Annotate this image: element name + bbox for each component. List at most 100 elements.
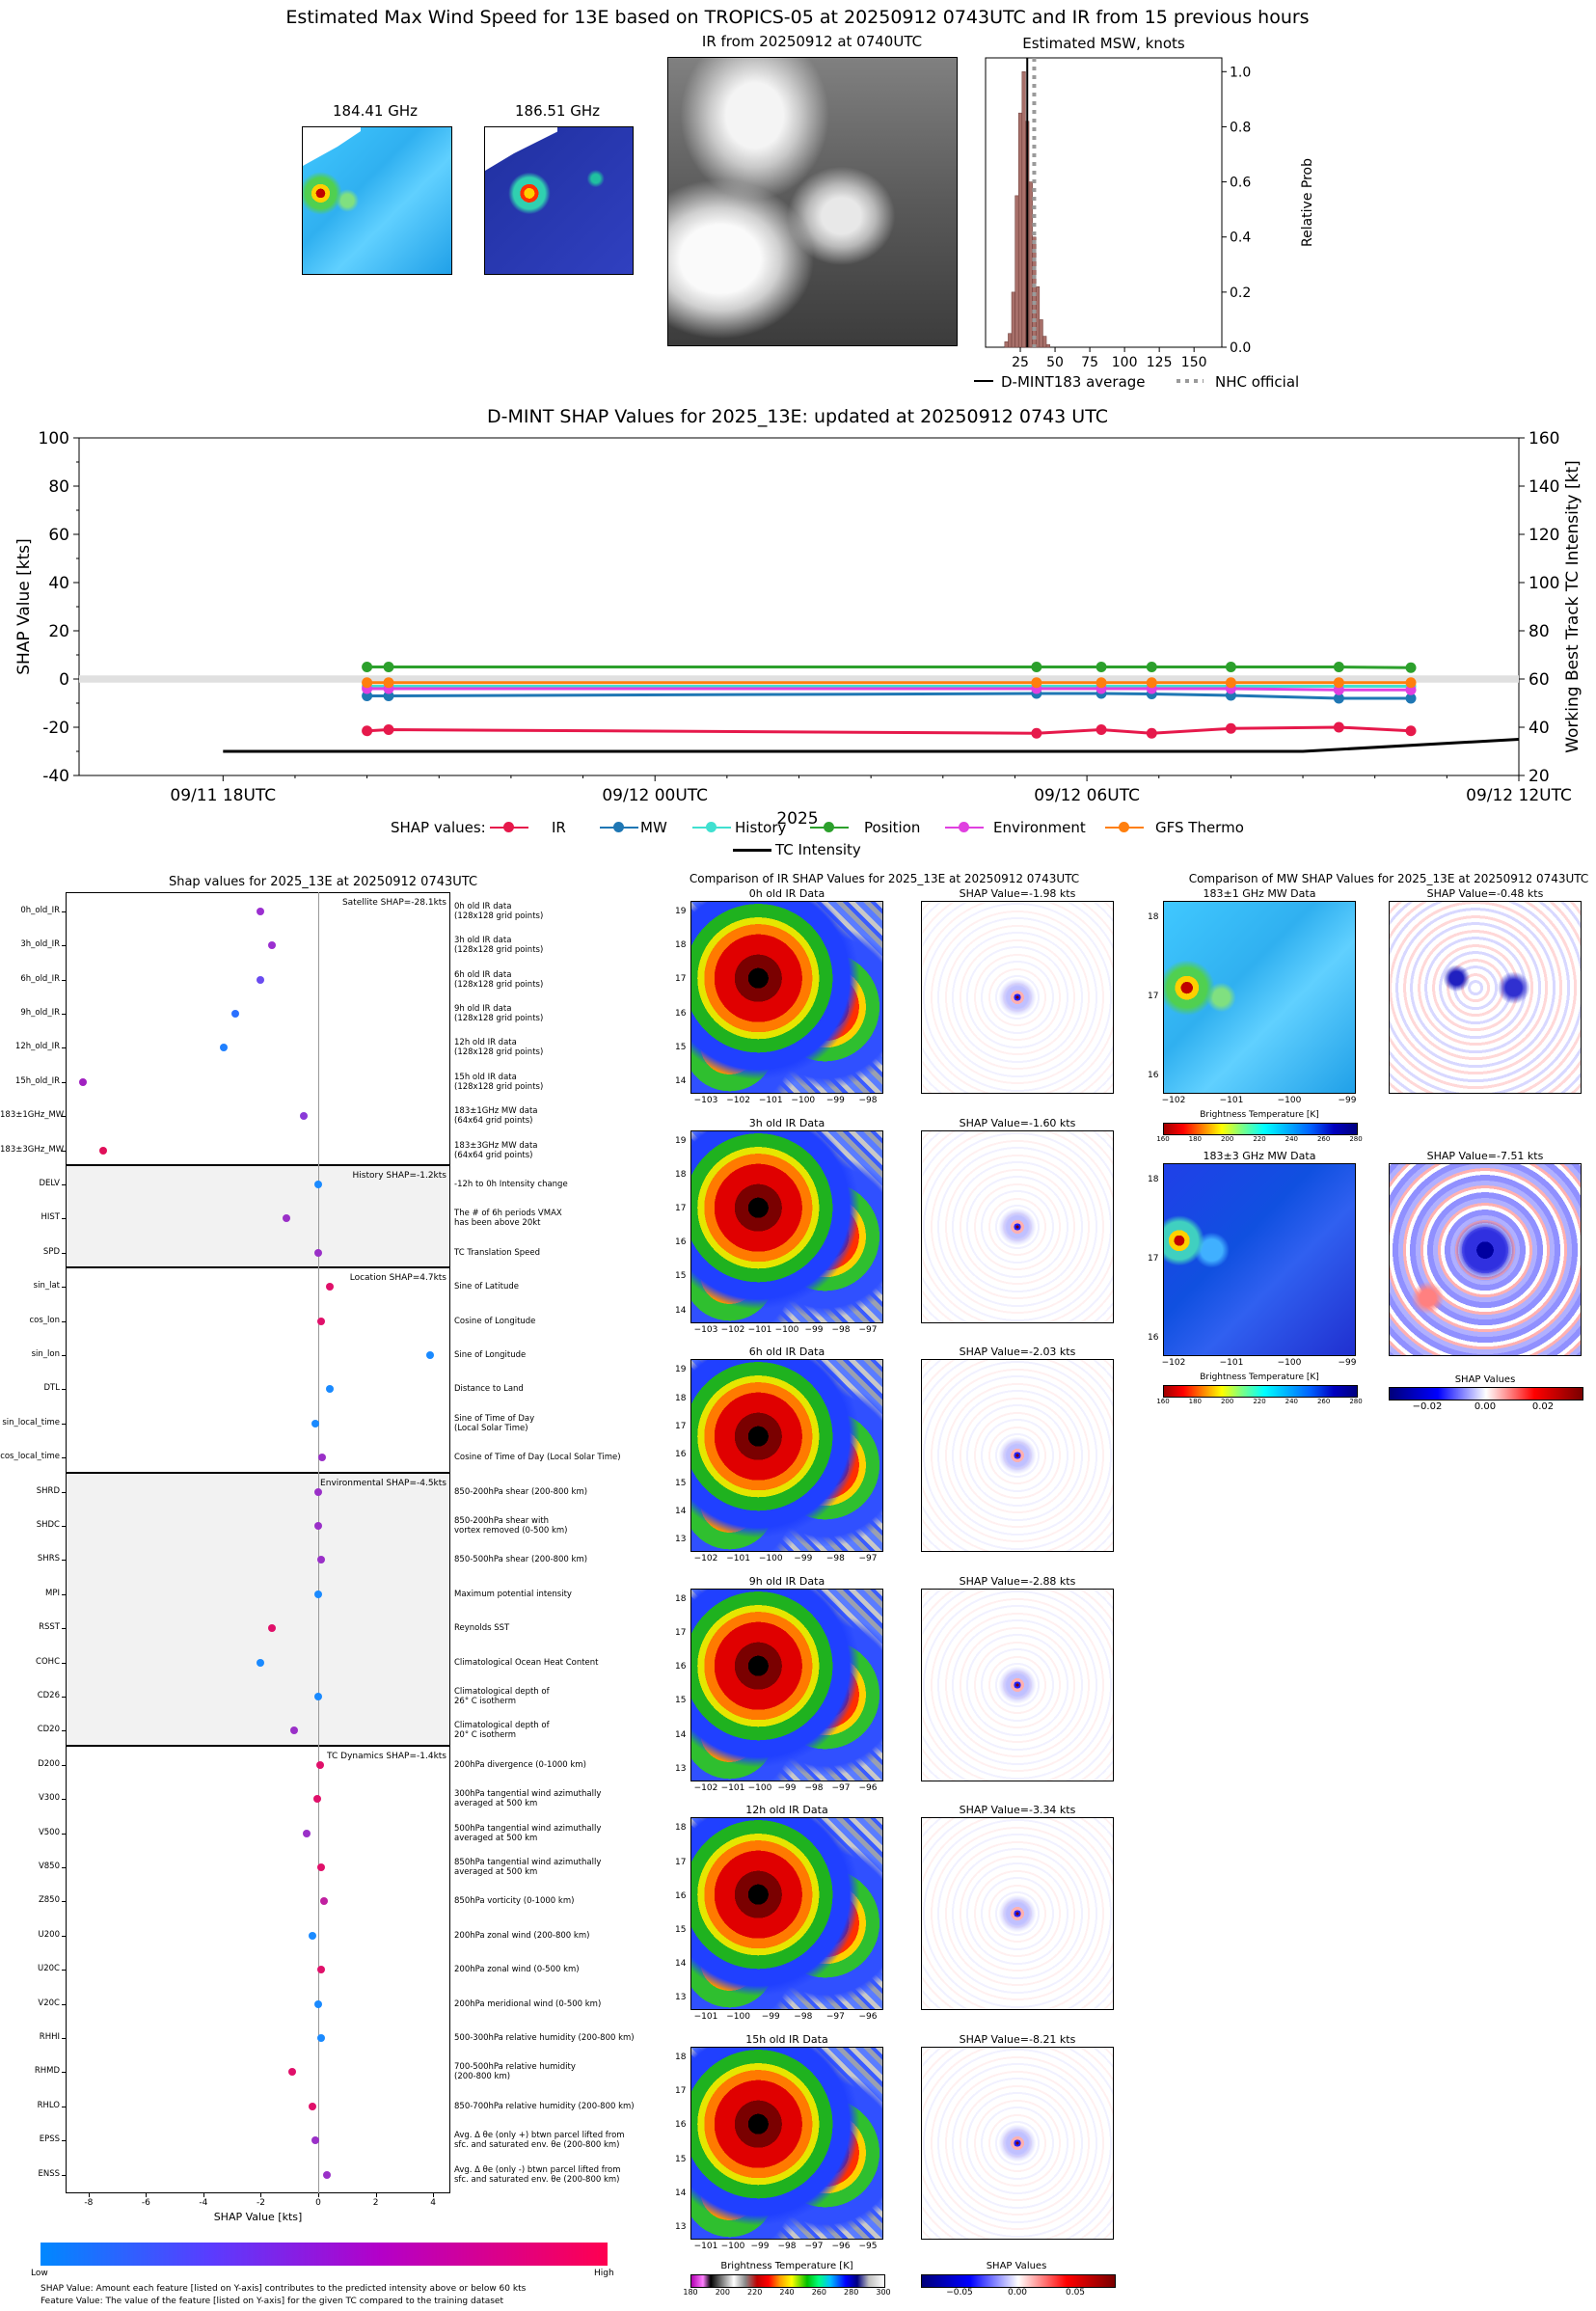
- ir-title: IR from 20250912 at 0740UTC: [701, 33, 923, 50]
- feature-xtick-label: -6: [141, 2198, 150, 2209]
- feature-xtick: [146, 2193, 148, 2198]
- feature-label: Z850: [38, 1895, 60, 1906]
- feature-shap-point: [314, 1590, 323, 1598]
- feature-shap-point: [257, 907, 265, 915]
- ts-series-mw: [366, 692, 1412, 700]
- feature-shap-point: [322, 2170, 331, 2179]
- mw-compare-title: Comparison of MW SHAP Values for 2025_13…: [1188, 872, 1589, 885]
- ir-shap-image: [921, 1359, 1114, 1553]
- feature-xtick: [88, 2193, 90, 2198]
- ir-ytick-label: 18: [675, 1823, 687, 1834]
- ir-xtick-label: −99: [777, 1782, 797, 1793]
- ir-ytick-label: 18: [675, 2053, 687, 2062]
- mw-shap-cbar-label: SHAP Values: [1454, 1374, 1516, 1385]
- ts-point-mw: [1333, 693, 1344, 704]
- feature-label: 0h_old_IR: [20, 905, 60, 915]
- feature-shap-point: [283, 1214, 291, 1223]
- ir-ytick-label: 17: [675, 2086, 687, 2097]
- feature-description: Maximum potential intensity: [454, 1589, 572, 1599]
- ts-point-position: [1031, 662, 1042, 672]
- feature-description: 850-200hPa shear with vortex removed (0-…: [454, 1515, 568, 1536]
- feature-shap-point: [319, 1897, 328, 1906]
- legend-intensity-label: TC Intensity: [775, 841, 861, 858]
- legend-position-label: Position: [864, 819, 921, 836]
- feature-ytick: [62, 1287, 66, 1289]
- hist-xtick-label: 125: [1147, 355, 1173, 370]
- ts-ytick-right-label: 80: [1528, 622, 1550, 641]
- feature-shap-point: [317, 2033, 325, 2042]
- feature-xtick: [203, 2193, 204, 2198]
- feature-ytick: [62, 1320, 66, 1322]
- ts-ytick-label: 60: [48, 526, 69, 545]
- ir-data-image: [690, 1129, 883, 1323]
- ts-point-gfs-thermo: [1405, 677, 1417, 689]
- feature-ytick: [62, 1183, 66, 1185]
- feature-shap-point: [78, 1077, 87, 1086]
- ir-xtick-label: −100: [747, 1782, 772, 1793]
- ir-ytick-label: 16: [675, 2120, 687, 2131]
- feature-description: TC Translation Speed: [454, 1247, 540, 1258]
- ir-ytick-label: 19: [675, 1135, 687, 1146]
- ir-ytick-label: 17: [675, 1857, 687, 1867]
- ir-ytick-label: 14: [675, 1506, 687, 1516]
- feature-description: -12h to 0h Intensity change: [454, 1179, 568, 1189]
- section-divider: [66, 1266, 450, 1269]
- ir-xtick-label: −97: [858, 1324, 878, 1335]
- ts-point-position: [1405, 662, 1417, 673]
- hist-bar: [1035, 285, 1041, 348]
- ts-ytick-label: 20: [48, 622, 69, 641]
- feature-shap-point: [317, 1317, 325, 1325]
- feature-ytick: [62, 1935, 66, 1937]
- ir-cbar-tick: 300: [876, 2288, 891, 2297]
- hist-ytick-label: 0.6: [1230, 176, 1251, 191]
- ir-ytick-label: 13: [675, 1535, 687, 1545]
- hist-bar: [1014, 195, 1019, 348]
- ir-shap-cbar-tick: −0.05: [946, 2288, 973, 2297]
- ir-shap-colorbar: [921, 2274, 1116, 2288]
- feature-description: The # of 6h periods VMAX has been above …: [454, 1209, 562, 1229]
- feature-shap-point: [288, 2068, 297, 2077]
- legend-history-label: History: [735, 819, 787, 836]
- ir-xtick-label: −100: [758, 1554, 783, 1564]
- feature-label: V300: [38, 1793, 60, 1804]
- feature-shap-point: [317, 1862, 325, 1871]
- ir-data-title: 3h old IR Data: [748, 1116, 825, 1129]
- ir-shap-title: SHAP Value=-1.98 kts: [959, 887, 1076, 900]
- feature-description: Climatological Ocean Heat Content: [454, 1657, 599, 1668]
- feature-shap-point: [314, 1248, 323, 1257]
- ir-shap-cbar-tick: 0.00: [1007, 2288, 1028, 2297]
- ts-point-ir: [1405, 725, 1417, 737]
- legend-intensity-line: [733, 849, 771, 852]
- feature-xtick-label: 2: [372, 2198, 379, 2209]
- main-title: Estimated Max Wind Speed for 13E based o…: [285, 7, 1310, 28]
- section-band: [66, 1472, 450, 1746]
- ir-xtick-label: −103: [693, 1096, 718, 1105]
- feature-description: 15h old IR data (128x128 grid points): [454, 1072, 544, 1092]
- ir-xtick-label: −97: [831, 1782, 851, 1793]
- feature-description: Distance to Land: [454, 1384, 524, 1395]
- feature-label: 15h_old_IR: [14, 1075, 60, 1086]
- feature-description: 183±1GHz MW data (64x64 grid points): [454, 1106, 538, 1127]
- feature-label: RSST: [39, 1622, 60, 1633]
- feature-label: U20C: [38, 1964, 60, 1974]
- mw-xtick-label: −102: [1161, 1358, 1186, 1368]
- mw-shap-image: [1389, 901, 1582, 1094]
- feature-label: MPI: [45, 1588, 60, 1598]
- ts-series-environment: [366, 687, 1412, 692]
- ir-cbar-label: Brightness Temperature [K]: [720, 2261, 853, 2271]
- ir-data-title: 0h old IR Data: [748, 887, 825, 900]
- ts-point-gfs-thermo: [1031, 677, 1042, 689]
- feature-label: 9h_old_IR: [20, 1007, 60, 1018]
- hist-frame: [985, 57, 1223, 348]
- mw-cbar-tick: 200: [1220, 1398, 1234, 1405]
- ir-data-title: 9h old IR Data: [748, 1574, 825, 1588]
- feature-description: 9h old IR data (128x128 grid points): [454, 1003, 544, 1023]
- ir-ytick-label: 16: [675, 1662, 687, 1672]
- feature-ytick: [62, 1423, 66, 1425]
- feature-label: SHRS: [37, 1554, 60, 1564]
- ir-xtick-label: −102: [693, 1554, 718, 1564]
- mw-cbar-tick: 160: [1156, 1398, 1170, 1405]
- feature-shap-point: [257, 975, 265, 984]
- feature-label: V500: [38, 1827, 60, 1837]
- ts-point-position: [1096, 662, 1107, 672]
